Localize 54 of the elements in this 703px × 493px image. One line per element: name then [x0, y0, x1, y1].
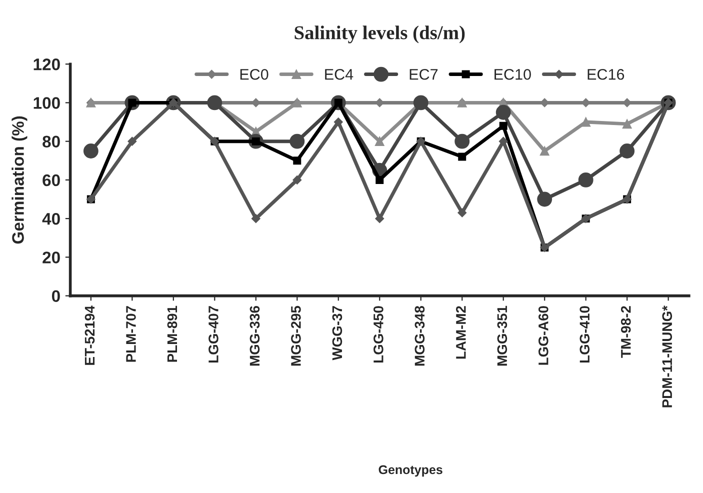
x-tick-label: LGG-450: [374, 306, 384, 362]
x-tick-label: MGG-348: [414, 306, 425, 366]
point: [540, 146, 550, 156]
point: [496, 104, 511, 120]
point: [537, 192, 552, 207]
y-tick-label: 60: [42, 174, 60, 186]
point: [458, 208, 467, 218]
x-tick-label: PDM-11-MUNG*: [662, 306, 672, 408]
x-axis-title: Genotypes: [378, 465, 442, 477]
point: [454, 134, 470, 149]
legend-label: EC7: [410, 68, 438, 80]
y-tick-label: 0: [52, 290, 60, 302]
point: [293, 156, 302, 165]
x-tick-label: TM-98-2: [620, 306, 631, 358]
x-tick-label: PLM-891: [167, 306, 178, 362]
point: [334, 118, 343, 126]
x-tick-label: LGG-A60: [538, 306, 548, 365]
point: [622, 119, 632, 129]
legend-label: EC16: [588, 68, 624, 80]
point: [413, 95, 428, 110]
y-tick-label: 40: [42, 212, 60, 225]
chart-title: Salinity levels (ds/m): [294, 26, 465, 44]
y-axis-title: Germination (%): [12, 116, 28, 244]
point: [207, 95, 222, 110]
y-tick-label: 20: [42, 252, 60, 264]
point: [128, 136, 137, 146]
x-tick-label: MGG-295: [291, 306, 301, 366]
point: [578, 172, 594, 188]
point: [620, 144, 635, 158]
point: [458, 152, 466, 161]
x-tick-label: LGG-410: [580, 306, 590, 362]
x-tick-label: ET-52194: [84, 306, 95, 365]
point: [498, 136, 508, 146]
x-tick-label: PLM-707: [126, 306, 136, 362]
point: [581, 117, 591, 127]
legend-label: EC4: [325, 68, 354, 80]
y-tick-label: 120: [34, 58, 60, 70]
y-tick-label: 80: [42, 136, 60, 148]
x-tick-label: MGG-336: [250, 306, 260, 366]
point: [374, 136, 384, 146]
x-tick-label: LGG-407: [208, 306, 218, 362]
point: [292, 175, 302, 184]
x-tick-label: MGG-351: [497, 306, 508, 366]
point: [290, 134, 305, 149]
legend-label: EC10: [494, 68, 531, 80]
point: [83, 144, 98, 158]
legend-label: EC0: [240, 68, 268, 80]
x-tick-label: WGG-37: [332, 306, 342, 360]
point: [375, 214, 384, 224]
y-tick-label: 100: [34, 97, 60, 109]
x-tick-label: LAM-M2: [456, 306, 466, 359]
point: [499, 122, 508, 130]
point: [376, 176, 384, 184]
point: [251, 214, 260, 224]
